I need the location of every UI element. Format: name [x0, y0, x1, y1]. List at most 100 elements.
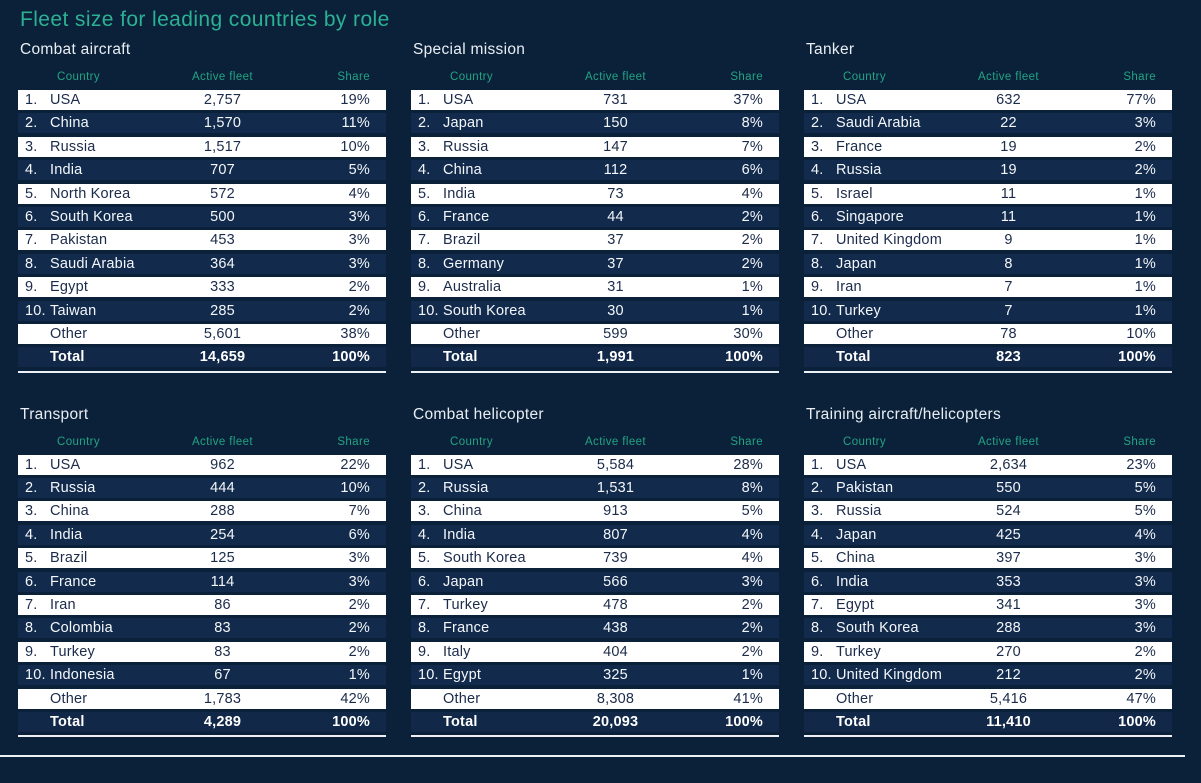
- table-row: 4. Russia 19 2%: [804, 160, 1172, 181]
- cell-rank: 5.: [25, 185, 38, 202]
- cell-rank: 2.: [811, 115, 824, 132]
- cell-active-fleet: 1,991: [596, 349, 635, 366]
- cell-rank: 3.: [25, 138, 38, 155]
- table-row: 2. Pakistan 550 5%: [804, 478, 1172, 499]
- table-row: 4. India 807 4%: [411, 524, 779, 545]
- table-row: 3. China 288 7%: [18, 501, 386, 522]
- cell-active-fleet: 19: [1000, 138, 1017, 155]
- cell-country: India: [443, 526, 476, 543]
- cell-active-fleet: 913: [603, 503, 628, 520]
- cell-country: Turkey: [443, 597, 488, 614]
- table-row: 9. Iran 7 1%: [804, 277, 1172, 298]
- cell-active-fleet: 353: [996, 573, 1021, 590]
- table-total-row: Total 14,659 100%: [18, 347, 386, 368]
- table-row: 2. China 1,570 11%: [18, 113, 386, 134]
- cell-country: Israel: [836, 185, 873, 202]
- cell-active-fleet: 404: [603, 643, 628, 660]
- cell-country: USA: [50, 456, 81, 473]
- table-total-row: Total 1,991 100%: [411, 347, 779, 368]
- table-row: Other 5,601 38%: [18, 323, 386, 344]
- cell-rank: 5.: [811, 550, 824, 567]
- column-header-active-fleet: Active fleet: [584, 71, 647, 83]
- cell-country: France: [50, 573, 97, 590]
- table-row: 8. France 438 2%: [411, 618, 779, 639]
- cell-share: 2%: [1134, 667, 1156, 684]
- cell-country: Total: [836, 349, 871, 366]
- column-header-share: Share: [1123, 435, 1156, 448]
- column-header-active-fleet: Active fleet: [977, 435, 1040, 448]
- cell-rank: 9.: [25, 279, 38, 296]
- cell-share: 22%: [340, 456, 370, 473]
- cell-active-fleet: 524: [996, 503, 1021, 520]
- table-row: Other 5,416 47%: [804, 688, 1172, 709]
- cell-rank: 1.: [25, 92, 38, 108]
- cell-active-fleet: 270: [996, 643, 1021, 660]
- cell-active-fleet: 288: [996, 620, 1021, 637]
- cell-share: 3%: [1134, 550, 1156, 567]
- cell-country: South Korea: [50, 208, 133, 225]
- cell-country: United Kingdom: [836, 232, 942, 249]
- cell-active-fleet: 453: [210, 232, 235, 249]
- cell-active-fleet: 285: [210, 302, 235, 319]
- cell-country: Egypt: [443, 667, 482, 684]
- cell-active-fleet: 150: [603, 115, 628, 132]
- cell-share: 2%: [1134, 643, 1156, 660]
- table-underline: [18, 370, 386, 373]
- column-header-share: Share: [337, 435, 370, 448]
- cell-country: Indonesia: [50, 667, 115, 684]
- cell-country: Total: [50, 713, 85, 730]
- cell-country: USA: [836, 92, 867, 108]
- cell-rank: 8.: [418, 255, 431, 272]
- cell-share: 2%: [741, 597, 763, 614]
- cell-country: India: [836, 573, 869, 590]
- cell-share: 3%: [1134, 597, 1156, 614]
- cell-country: Other: [443, 325, 481, 342]
- table-row: 9. Italy 404 2%: [411, 641, 779, 662]
- table-row: 5. Brazil 125 3%: [18, 548, 386, 569]
- table-row: 7. Brazil 37 2%: [411, 230, 779, 251]
- cell-country: North Korea: [50, 185, 131, 202]
- table-header-row: Country Active fleet Share: [411, 69, 779, 85]
- cell-rank: 3.: [418, 503, 431, 520]
- cell-share: 8%: [741, 480, 763, 497]
- table-caption: Transport: [20, 405, 89, 423]
- table-header-row: Country Active fleet Share: [18, 69, 386, 85]
- table-row: 6. France 114 3%: [18, 571, 386, 592]
- cell-active-fleet: 8: [1004, 255, 1013, 272]
- table-row: 9. Australia 31 1%: [411, 277, 779, 298]
- cell-rank: 6.: [25, 573, 38, 590]
- cell-country: USA: [836, 456, 867, 473]
- table-total-row: Total 11,410 100%: [804, 711, 1172, 732]
- cell-rank: 1.: [811, 456, 824, 473]
- cell-share: 2%: [1134, 162, 1156, 179]
- cell-rank: 4.: [418, 526, 431, 543]
- table-caption: Combat helicopter: [413, 405, 544, 423]
- table-underline: [804, 735, 1172, 738]
- column-header-active-fleet: Active fleet: [191, 435, 254, 448]
- cell-rank: 8.: [25, 620, 38, 637]
- table-row: 6. Japan 566 3%: [411, 571, 779, 592]
- table-underline: [411, 735, 779, 738]
- cell-share: 6%: [348, 526, 370, 543]
- cell-country: Turkey: [50, 643, 95, 660]
- cell-country: Iran: [836, 279, 862, 296]
- cell-share: 1%: [1134, 208, 1156, 225]
- table-underline: [18, 735, 386, 738]
- table-total-row: Total 4,289 100%: [18, 711, 386, 732]
- cell-share: 5%: [348, 162, 370, 179]
- cell-active-fleet: 572: [210, 185, 235, 202]
- cell-rank: 7.: [418, 597, 431, 614]
- cell-active-fleet: 333: [210, 279, 235, 296]
- cell-country: Other: [836, 325, 874, 342]
- table-row: 10. South Korea 30 1%: [411, 300, 779, 321]
- cell-active-fleet: 37: [607, 232, 624, 249]
- column-header-country: Country: [57, 71, 101, 83]
- table-row: 10. Taiwan 285 2%: [18, 300, 386, 321]
- cell-country: Total: [50, 349, 85, 366]
- cell-rank: 9.: [25, 643, 38, 660]
- cell-country: Japan: [836, 526, 877, 543]
- column-header-country: Country: [57, 435, 101, 448]
- cell-rank: 4.: [25, 162, 38, 179]
- cell-active-fleet: 86: [214, 597, 231, 614]
- cell-rank: 7.: [418, 232, 431, 249]
